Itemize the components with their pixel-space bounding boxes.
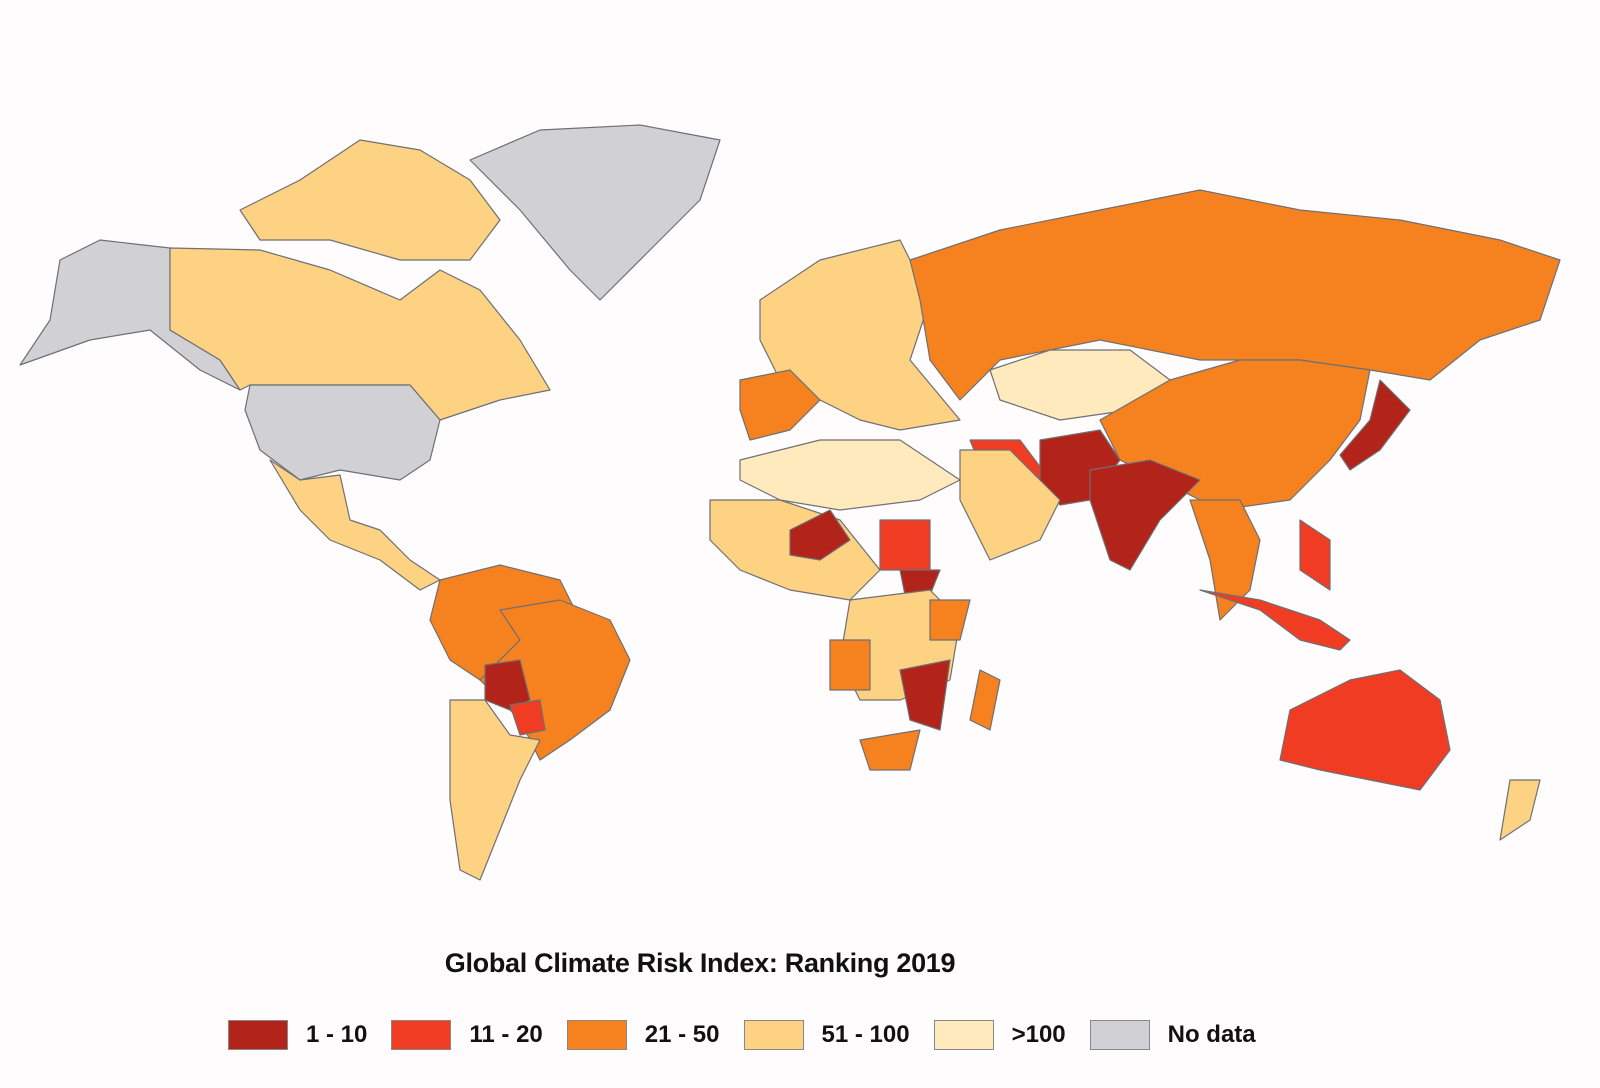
legend: 1 - 10 11 - 20 21 - 50 51 - 100 >100 No … [228,1020,1280,1050]
region-madagascar [969,669,1001,731]
region-india [1089,459,1201,571]
legend-item-no-data: No data [1089,1020,1256,1050]
legend-swatch [933,1020,994,1050]
legend-label: No data [1167,1021,1256,1048]
legend-label: 51 - 100 [821,1021,910,1048]
legend-item-over-100: >100 [933,1020,1066,1050]
region-united-states [244,384,441,481]
legend-swatch [228,1020,288,1050]
legend-swatch [1089,1020,1150,1050]
world-map [19,124,1561,881]
region-canada [169,247,551,421]
region-japan [1339,379,1411,471]
legend-label: 11 - 20 [469,1021,543,1048]
legend-label: 21 - 50 [644,1021,720,1048]
legend-item-11-20: 11 - 20 [391,1020,543,1050]
legend-swatch [391,1020,452,1050]
legend-swatch [743,1020,804,1050]
region-alaska [19,239,241,391]
region-sudan [879,519,931,571]
region-australia [1279,669,1451,791]
region-niger [789,509,851,561]
legend-item-21-50: 21 - 50 [566,1020,720,1050]
region-mexico-central-america [269,459,441,591]
region-north-africa [739,439,961,511]
region-south-africa [859,729,921,771]
region-paraguay [509,699,546,736]
region-southeast-asia [1189,499,1261,621]
legend-title: Global Climate Risk Index: Ranking 2019 [444,948,956,978]
region-angola-kenya [829,599,971,691]
region-arabian-peninsula [959,449,1061,561]
region-mozambique-zimbabwe [899,659,951,731]
region-new-zealand [1499,779,1541,841]
region-canadian-arctic [239,139,501,261]
region-greenland [469,124,721,301]
legend-label: 1 - 10 [306,1021,368,1048]
region-indonesia-philippines [1199,519,1351,651]
legend-item-1-10: 1 - 10 [228,1020,367,1050]
region-southern-cone [449,699,541,881]
legend-swatch [566,1020,627,1050]
region-france-spain [739,369,821,441]
legend-label: >100 [1011,1021,1066,1048]
region-russia [909,189,1561,401]
legend-item-51-100: 51 - 100 [743,1020,910,1050]
